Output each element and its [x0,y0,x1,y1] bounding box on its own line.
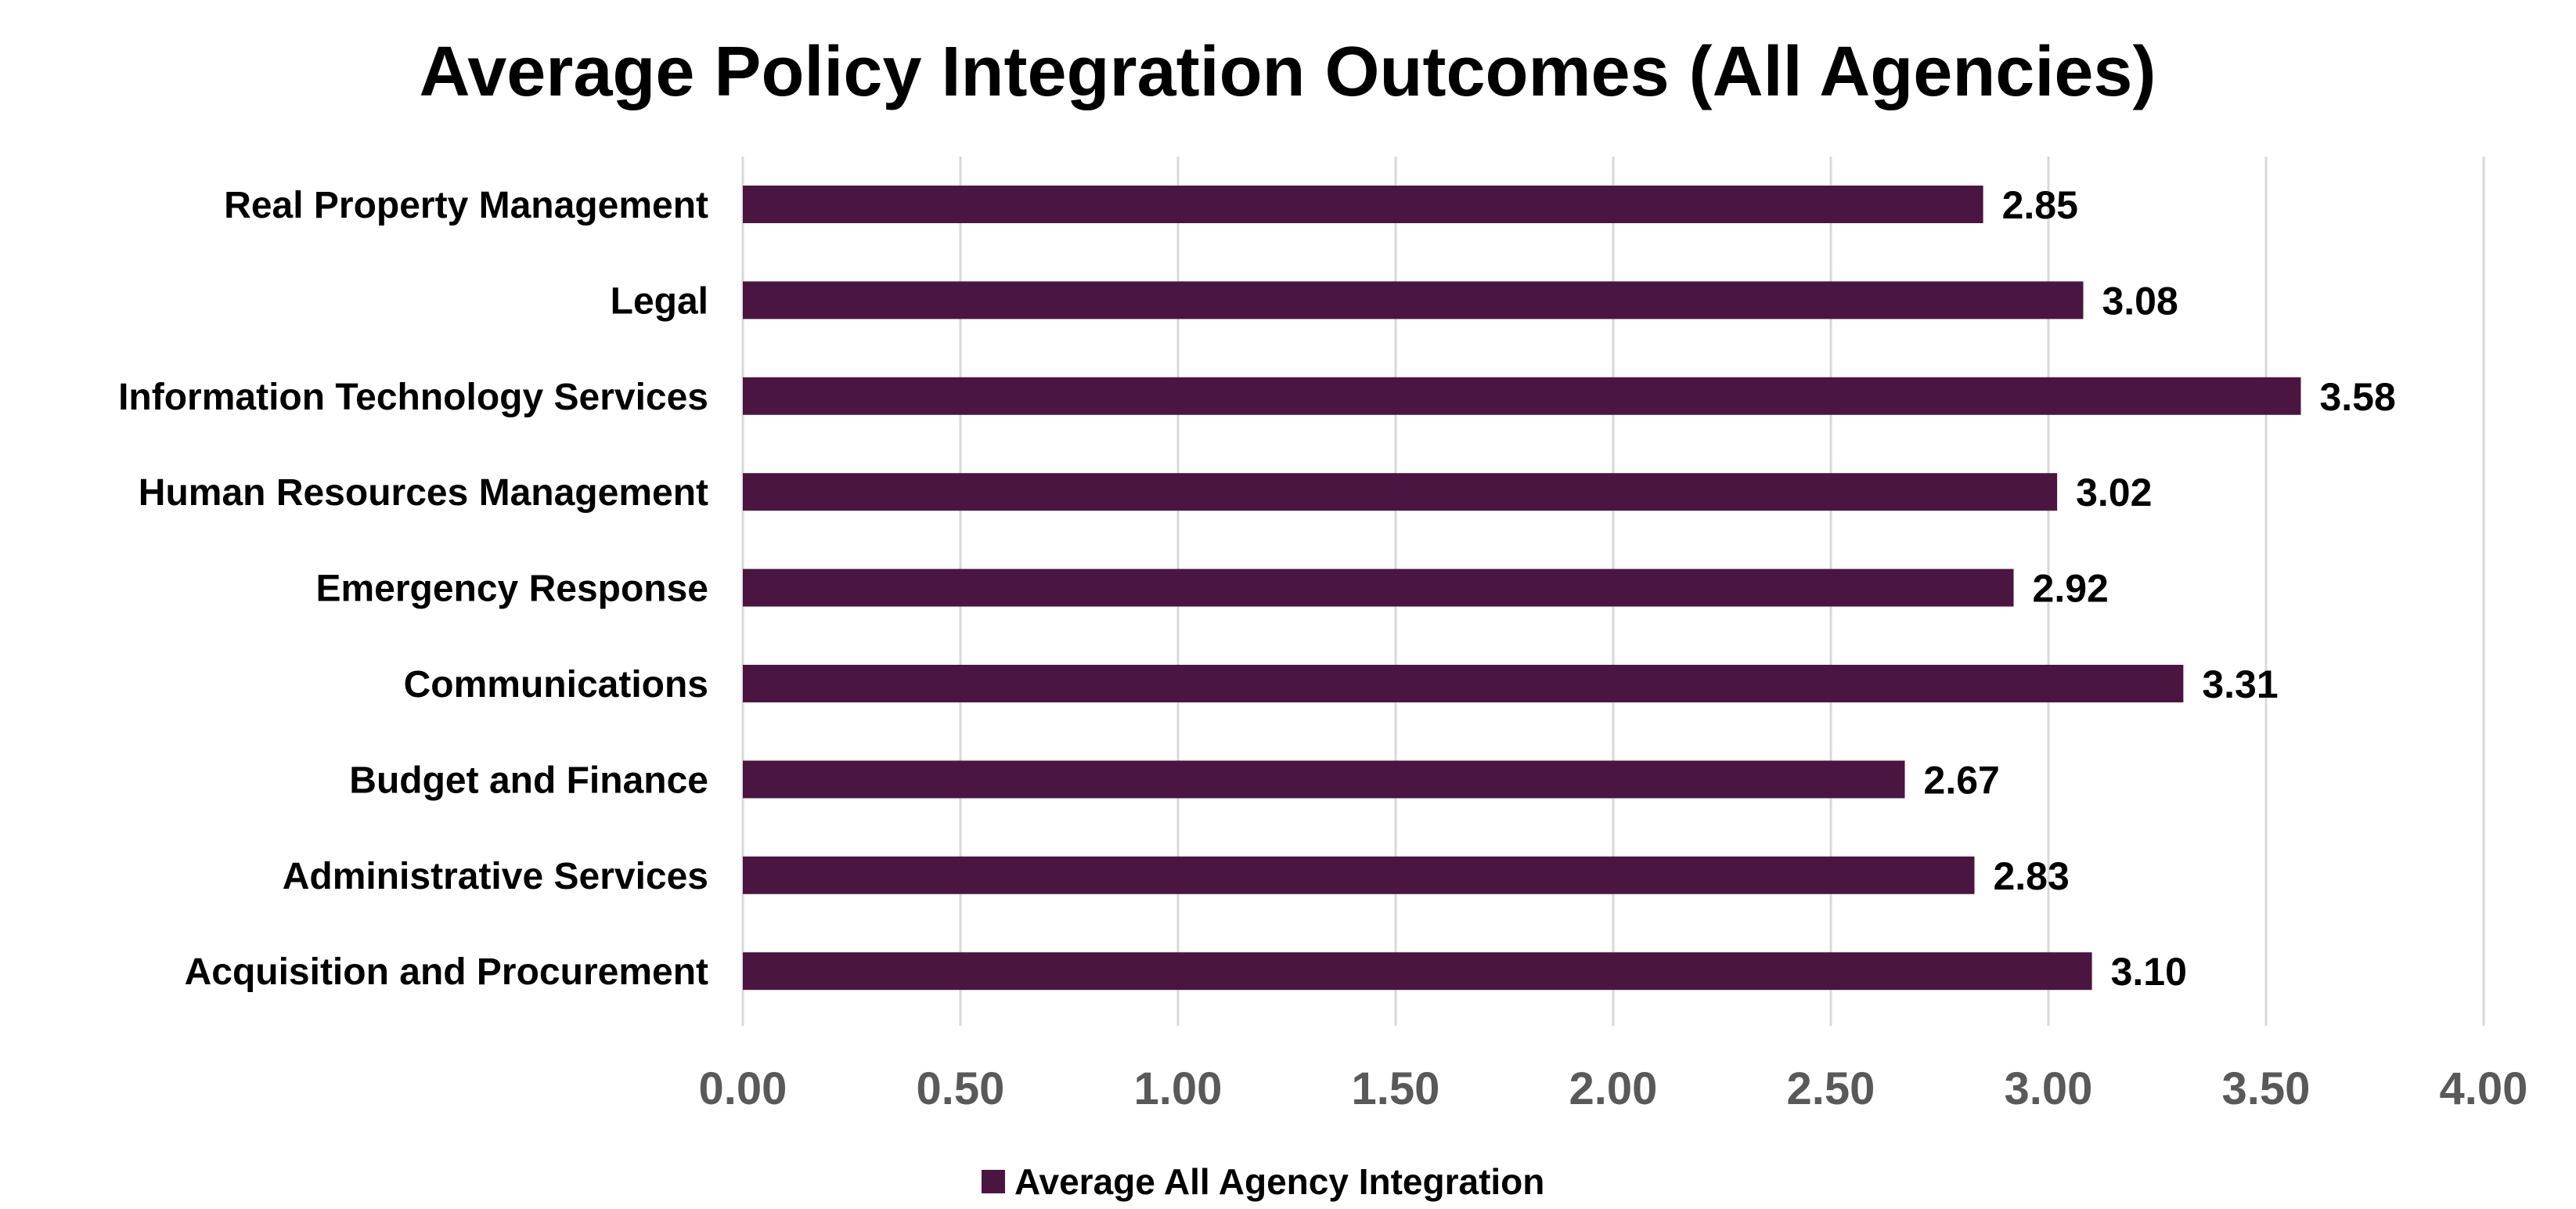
bar [743,377,2301,415]
x-tick-label: 3.50 [2222,1063,2311,1114]
x-tick-label: 0.00 [699,1063,787,1114]
data-label: 3.31 [2202,662,2278,706]
bar [743,952,2092,991]
legend-label: Average All Agency Integration [1014,1161,1544,1202]
data-label: 3.10 [2111,950,2187,994]
category-label: Emergency Response [315,568,708,610]
x-tick-label: 2.50 [1787,1063,1875,1114]
data-label: 2.92 [2033,567,2109,611]
data-label: 2.83 [1993,854,2069,898]
category-label: Administrative Services [283,856,708,897]
x-tick-label: 4.00 [2440,1063,2528,1114]
legend: Average All Agency Integration [982,1161,1544,1202]
x-tick-label: 3.00 [2005,1063,2093,1114]
data-label: 3.58 [2319,375,2395,419]
category-label: Communications [404,664,708,706]
category-label: Acquisition and Procurement [185,951,708,993]
legend-swatch [982,1170,1005,1193]
bar [743,473,2058,511]
bar [743,568,2014,607]
bar [743,760,1905,799]
bar [743,665,2184,702]
data-label: 2.85 [2002,183,2078,227]
x-tick-label: 1.00 [1134,1063,1223,1114]
bar [743,281,2084,319]
category-label: Human Resources Management [139,472,708,514]
x-tick-label: 1.50 [1352,1063,1440,1114]
category-label: Legal [611,280,708,322]
data-label: 3.02 [2076,471,2152,514]
bar [743,186,1983,223]
category-label: Information Technology Services [118,377,708,418]
x-tick-label: 0.50 [917,1063,1005,1114]
category-label: Real Property Management [224,185,708,226]
data-label: 2.67 [1924,758,2000,802]
x-tick-label: 2.00 [1569,1063,1658,1114]
category-label: Budget and Finance [349,760,708,801]
bar [743,856,1975,894]
data-label: 3.08 [2102,279,2178,323]
chart-title: Average Policy Integration Outcomes (All… [420,33,2156,111]
